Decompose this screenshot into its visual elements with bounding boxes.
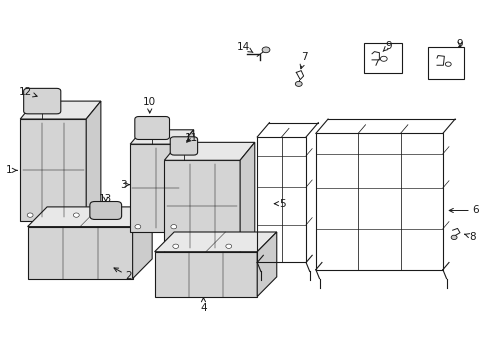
Circle shape (262, 47, 270, 53)
Circle shape (451, 235, 457, 239)
Text: 4: 4 (200, 298, 207, 313)
FancyBboxPatch shape (364, 43, 402, 73)
Circle shape (171, 225, 177, 229)
Polygon shape (164, 160, 240, 252)
Text: 11: 11 (185, 133, 198, 143)
Polygon shape (240, 142, 255, 252)
FancyBboxPatch shape (135, 117, 170, 139)
Polygon shape (20, 101, 101, 119)
Circle shape (173, 244, 179, 248)
Polygon shape (20, 119, 86, 221)
Polygon shape (130, 144, 181, 232)
Text: 7: 7 (300, 52, 308, 69)
Text: 6: 6 (449, 206, 479, 216)
Text: 14: 14 (237, 42, 253, 53)
Circle shape (380, 56, 387, 61)
Text: 10: 10 (143, 97, 156, 113)
Text: 8: 8 (465, 232, 475, 242)
Text: 2: 2 (114, 268, 132, 281)
Polygon shape (155, 232, 277, 252)
FancyBboxPatch shape (90, 202, 122, 220)
Circle shape (27, 213, 33, 217)
Polygon shape (181, 130, 194, 232)
Text: 3: 3 (121, 180, 130, 190)
Text: 12: 12 (19, 87, 37, 97)
Circle shape (135, 225, 141, 229)
FancyBboxPatch shape (24, 88, 61, 114)
Text: 5: 5 (274, 199, 286, 209)
Polygon shape (130, 130, 194, 144)
Polygon shape (155, 252, 257, 297)
Circle shape (74, 213, 79, 217)
Polygon shape (133, 207, 152, 279)
Text: 1: 1 (6, 165, 17, 175)
Polygon shape (27, 226, 133, 279)
Circle shape (226, 244, 232, 248)
Polygon shape (86, 101, 101, 221)
Polygon shape (164, 142, 255, 160)
Polygon shape (257, 232, 277, 297)
Circle shape (445, 62, 451, 66)
FancyBboxPatch shape (170, 137, 197, 155)
Text: 13: 13 (99, 194, 112, 204)
Polygon shape (27, 207, 152, 226)
Circle shape (295, 81, 302, 86)
FancyBboxPatch shape (428, 46, 465, 78)
Text: 9: 9 (457, 40, 464, 49)
Text: 9: 9 (383, 41, 392, 51)
